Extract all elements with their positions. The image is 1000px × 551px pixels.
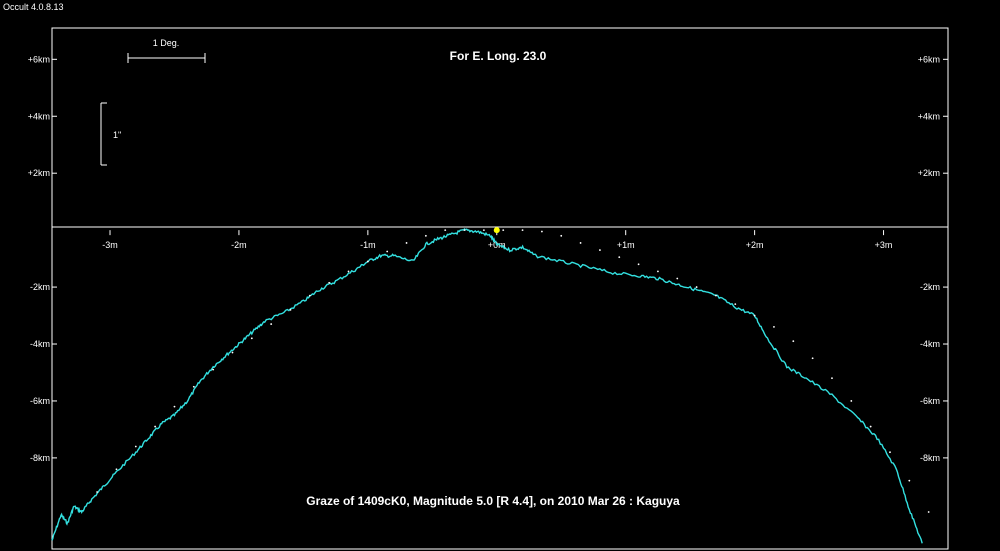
limb-dot [618, 256, 621, 259]
limb-dot [270, 323, 273, 325]
x-tick-label: -2m [231, 240, 247, 250]
limb-dot [212, 368, 215, 371]
x-axis: -3m -2m -1m +0m +1m +2m +3m [102, 230, 892, 250]
limb-dot [444, 229, 447, 232]
chart-title: For E. Long. 23.0 [450, 49, 547, 63]
scale-bar-horizontal: 1 Deg. [127, 38, 206, 63]
x-tick-label: -1m [360, 240, 376, 250]
y-tick-label-right: +6km [918, 54, 940, 64]
limb-dot [463, 229, 466, 232]
limb-dot [96, 491, 99, 493]
limb-dot [521, 229, 524, 232]
limb-dot [347, 270, 350, 273]
limb-dot [850, 400, 853, 402]
scale-bar-vertical: 1" [100, 102, 121, 166]
limb-dot [811, 357, 814, 360]
limb-profile-line [51, 228, 923, 544]
star-marker [493, 227, 500, 234]
y-tick-label-left: +4km [28, 111, 50, 121]
limb-dot [927, 511, 930, 513]
y-tick-label-left: +6km [28, 54, 50, 64]
x-tick-label: +1m [617, 240, 635, 250]
limb-dot [289, 308, 292, 311]
limb-dot [328, 281, 331, 284]
y-tick-label-right: +2km [918, 168, 940, 178]
limb-dot [792, 340, 795, 343]
limb-dot [134, 445, 137, 448]
y-tick-label-right: +4km [918, 111, 940, 121]
y-tick-label-left: +2km [28, 168, 50, 178]
limb-dot [676, 277, 679, 280]
y-tick-label-right: -2km [920, 282, 940, 292]
limb-dot [231, 351, 234, 354]
limb-dot [637, 263, 640, 266]
x-tick-label: -3m [102, 240, 118, 250]
limb-dot [695, 286, 698, 288]
app-version-label: Occult 4.0.8.13 [3, 2, 64, 12]
chart-caption: Graze of 1409cK0, Magnitude 5.0 [R 4.4],… [306, 494, 680, 508]
y-axis: +6km +6km +4km +4km +2km +2km -2km -2km -4km -4km… [28, 54, 948, 463]
x-tick-label: +2m [746, 240, 764, 250]
y-tick-label-left: -2km [30, 282, 50, 292]
limb-dot [173, 405, 176, 408]
limb-dot [657, 270, 659, 273]
limb-dot [424, 234, 427, 237]
limb-dot [115, 468, 118, 471]
limb-dot [599, 249, 601, 251]
scale-bar-vertical-label: 1" [113, 130, 121, 140]
limb-dot [250, 337, 253, 340]
limb-dot [154, 425, 157, 428]
limb-dot [482, 229, 485, 232]
limb-dot [831, 377, 833, 380]
limb-dot [889, 451, 891, 454]
limb-dot [869, 425, 872, 428]
limb-dot [753, 314, 756, 317]
limb-dot [908, 479, 911, 482]
limb-dot [715, 294, 717, 297]
limb-dot [308, 294, 311, 297]
limb-dot [540, 230, 543, 233]
plot-frame [51, 27, 949, 550]
y-tick-label-left: -8km [30, 453, 50, 463]
y-tick-label-right: -8km [920, 453, 940, 463]
limb-dot [734, 303, 737, 306]
limb-dot [560, 234, 563, 237]
scale-bar-horizontal-label: 1 Deg. [153, 38, 180, 48]
limb-dot [386, 250, 389, 253]
y-tick-label-left: -4km [30, 339, 50, 349]
y-tick-label-right: -6km [920, 396, 940, 406]
limb-dot [579, 242, 582, 244]
y-tick-label-right: -4km [920, 339, 940, 349]
y-tick-label-left: -6km [30, 396, 50, 406]
x-tick-label: +3m [875, 240, 893, 250]
limb-dot [405, 242, 408, 244]
limb-dot [192, 385, 195, 388]
limb-dot [773, 326, 775, 328]
series-layer [51, 227, 930, 544]
limb-dot [366, 260, 369, 263]
limb-dot [502, 229, 505, 232]
